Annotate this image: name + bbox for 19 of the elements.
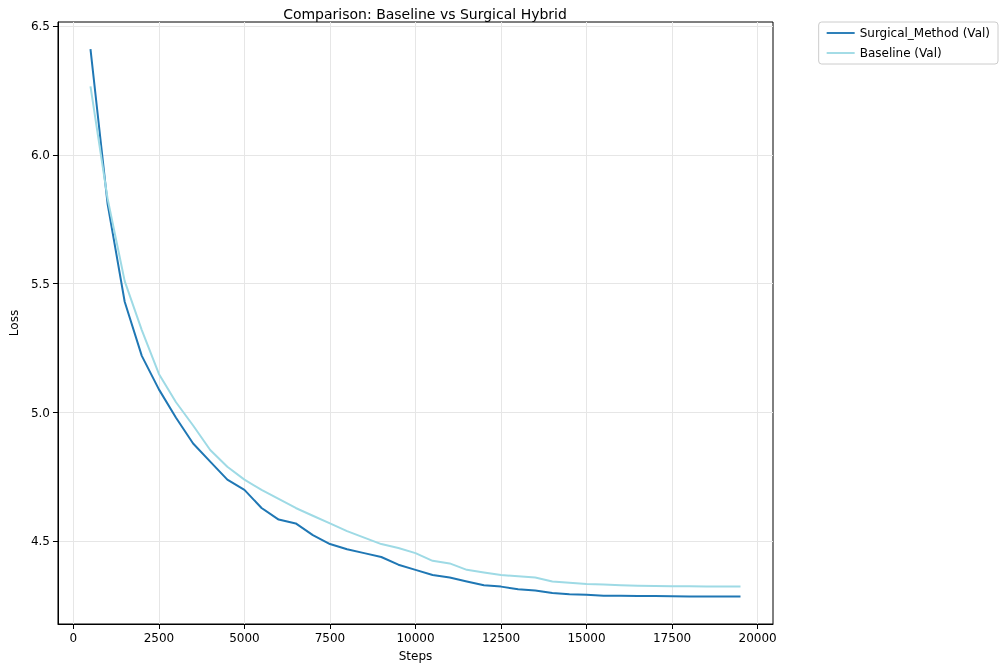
x-tick-label: 2500 (143, 631, 175, 645)
legend-label: Baseline (Val) (859, 46, 942, 60)
x-tick-label: 7500 (314, 631, 346, 645)
y-tick-label: 4.5 (30, 534, 50, 549)
x-tick-label: 0 (69, 631, 78, 645)
y-tick-label: 5.0 (30, 405, 50, 420)
x-axis-title: Steps (398, 649, 433, 663)
y-tick-label: 5.5 (30, 276, 50, 291)
y-tick-label: 6.0 (30, 147, 50, 162)
y-tick-label: 6.5 (30, 18, 50, 33)
x-tick-label: 15000 (567, 631, 606, 645)
x-tick-label: 12500 (481, 631, 521, 645)
chart-title: Comparison: Baseline vs Surgical Hybrid (283, 6, 567, 22)
legend-label: Surgical_Method (Val) (859, 26, 991, 40)
y-axis-title: Loss (7, 309, 21, 337)
x-tick-label: 10000 (396, 631, 435, 645)
x-tick-label: 20000 (738, 631, 777, 645)
x-tick-label: 5000 (229, 631, 260, 645)
x-tick-label: 17500 (652, 631, 692, 645)
